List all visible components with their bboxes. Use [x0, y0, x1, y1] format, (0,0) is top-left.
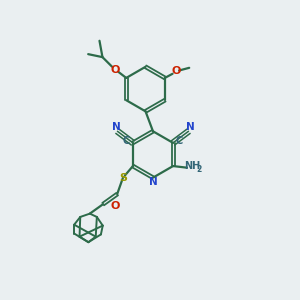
Text: N: N: [112, 122, 120, 132]
Text: C: C: [123, 136, 130, 146]
Text: NH: NH: [184, 161, 200, 172]
Text: C: C: [176, 136, 183, 146]
Text: O: O: [110, 64, 120, 75]
Text: S: S: [119, 173, 127, 183]
Text: O: O: [172, 66, 181, 76]
Text: N: N: [149, 176, 158, 187]
Text: 2: 2: [197, 165, 202, 174]
Text: O: O: [110, 201, 120, 211]
Text: N: N: [186, 122, 194, 132]
